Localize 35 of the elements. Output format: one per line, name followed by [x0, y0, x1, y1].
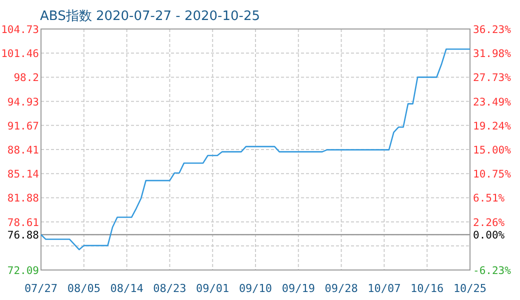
x-tick-label: 09/19 — [282, 282, 315, 295]
y-tick-label: 98.2 — [14, 72, 39, 84]
y-tick-label: 91.67 — [7, 120, 39, 132]
y2-tick-label: 27.73% — [473, 72, 512, 84]
x-tick-label: 07/27 — [24, 282, 58, 295]
y2-tick-label: 23.49% — [473, 96, 512, 108]
x-tick-label: 10/16 — [410, 282, 444, 295]
y-tick-label: 85.14 — [7, 168, 39, 181]
y2-tick-label: 0.00% — [473, 230, 506, 242]
y2-tick-label: 6.51% — [473, 192, 506, 205]
y2-tick-label: 31.98% — [473, 48, 512, 60]
y-tick-label: 94.93 — [7, 96, 39, 108]
chart-title: ABS指数 2020-07-27 - 2020-10-25 — [40, 9, 260, 24]
y2-tick-label: -6.23% — [473, 265, 512, 277]
x-tick-label: 10/25 — [453, 282, 487, 295]
y-tick-label: 104.73 — [1, 24, 39, 36]
y2-tick-label: 10.75% — [473, 168, 512, 181]
y2-tick-label: 36.23% — [473, 24, 512, 36]
y-tick-label: 88.41 — [7, 144, 39, 156]
x-tick-label: 09/10 — [238, 282, 272, 295]
y-tick-label: 81.88 — [7, 192, 39, 205]
y2-tick-label: 19.24% — [473, 120, 512, 132]
y-tick-label: 72.09 — [7, 265, 39, 277]
y-tick-label: 76.88 — [7, 230, 39, 242]
x-tick-label: 09/01 — [196, 282, 230, 295]
y2-tick-label: 15.00% — [473, 144, 512, 156]
y-tick-label: 78.61 — [7, 216, 39, 229]
line-series — [40, 48, 471, 250]
x-tick-label: 09/28 — [324, 282, 358, 295]
x-tick-label: 10/07 — [368, 282, 401, 295]
x-tick-label: 08/23 — [153, 282, 186, 295]
y2-tick-label: 2.26% — [473, 216, 506, 229]
y-tick-label: 101.46 — [1, 48, 39, 60]
x-tick-label: 08/05 — [67, 282, 100, 295]
x-tick-label: 08/14 — [110, 282, 144, 295]
